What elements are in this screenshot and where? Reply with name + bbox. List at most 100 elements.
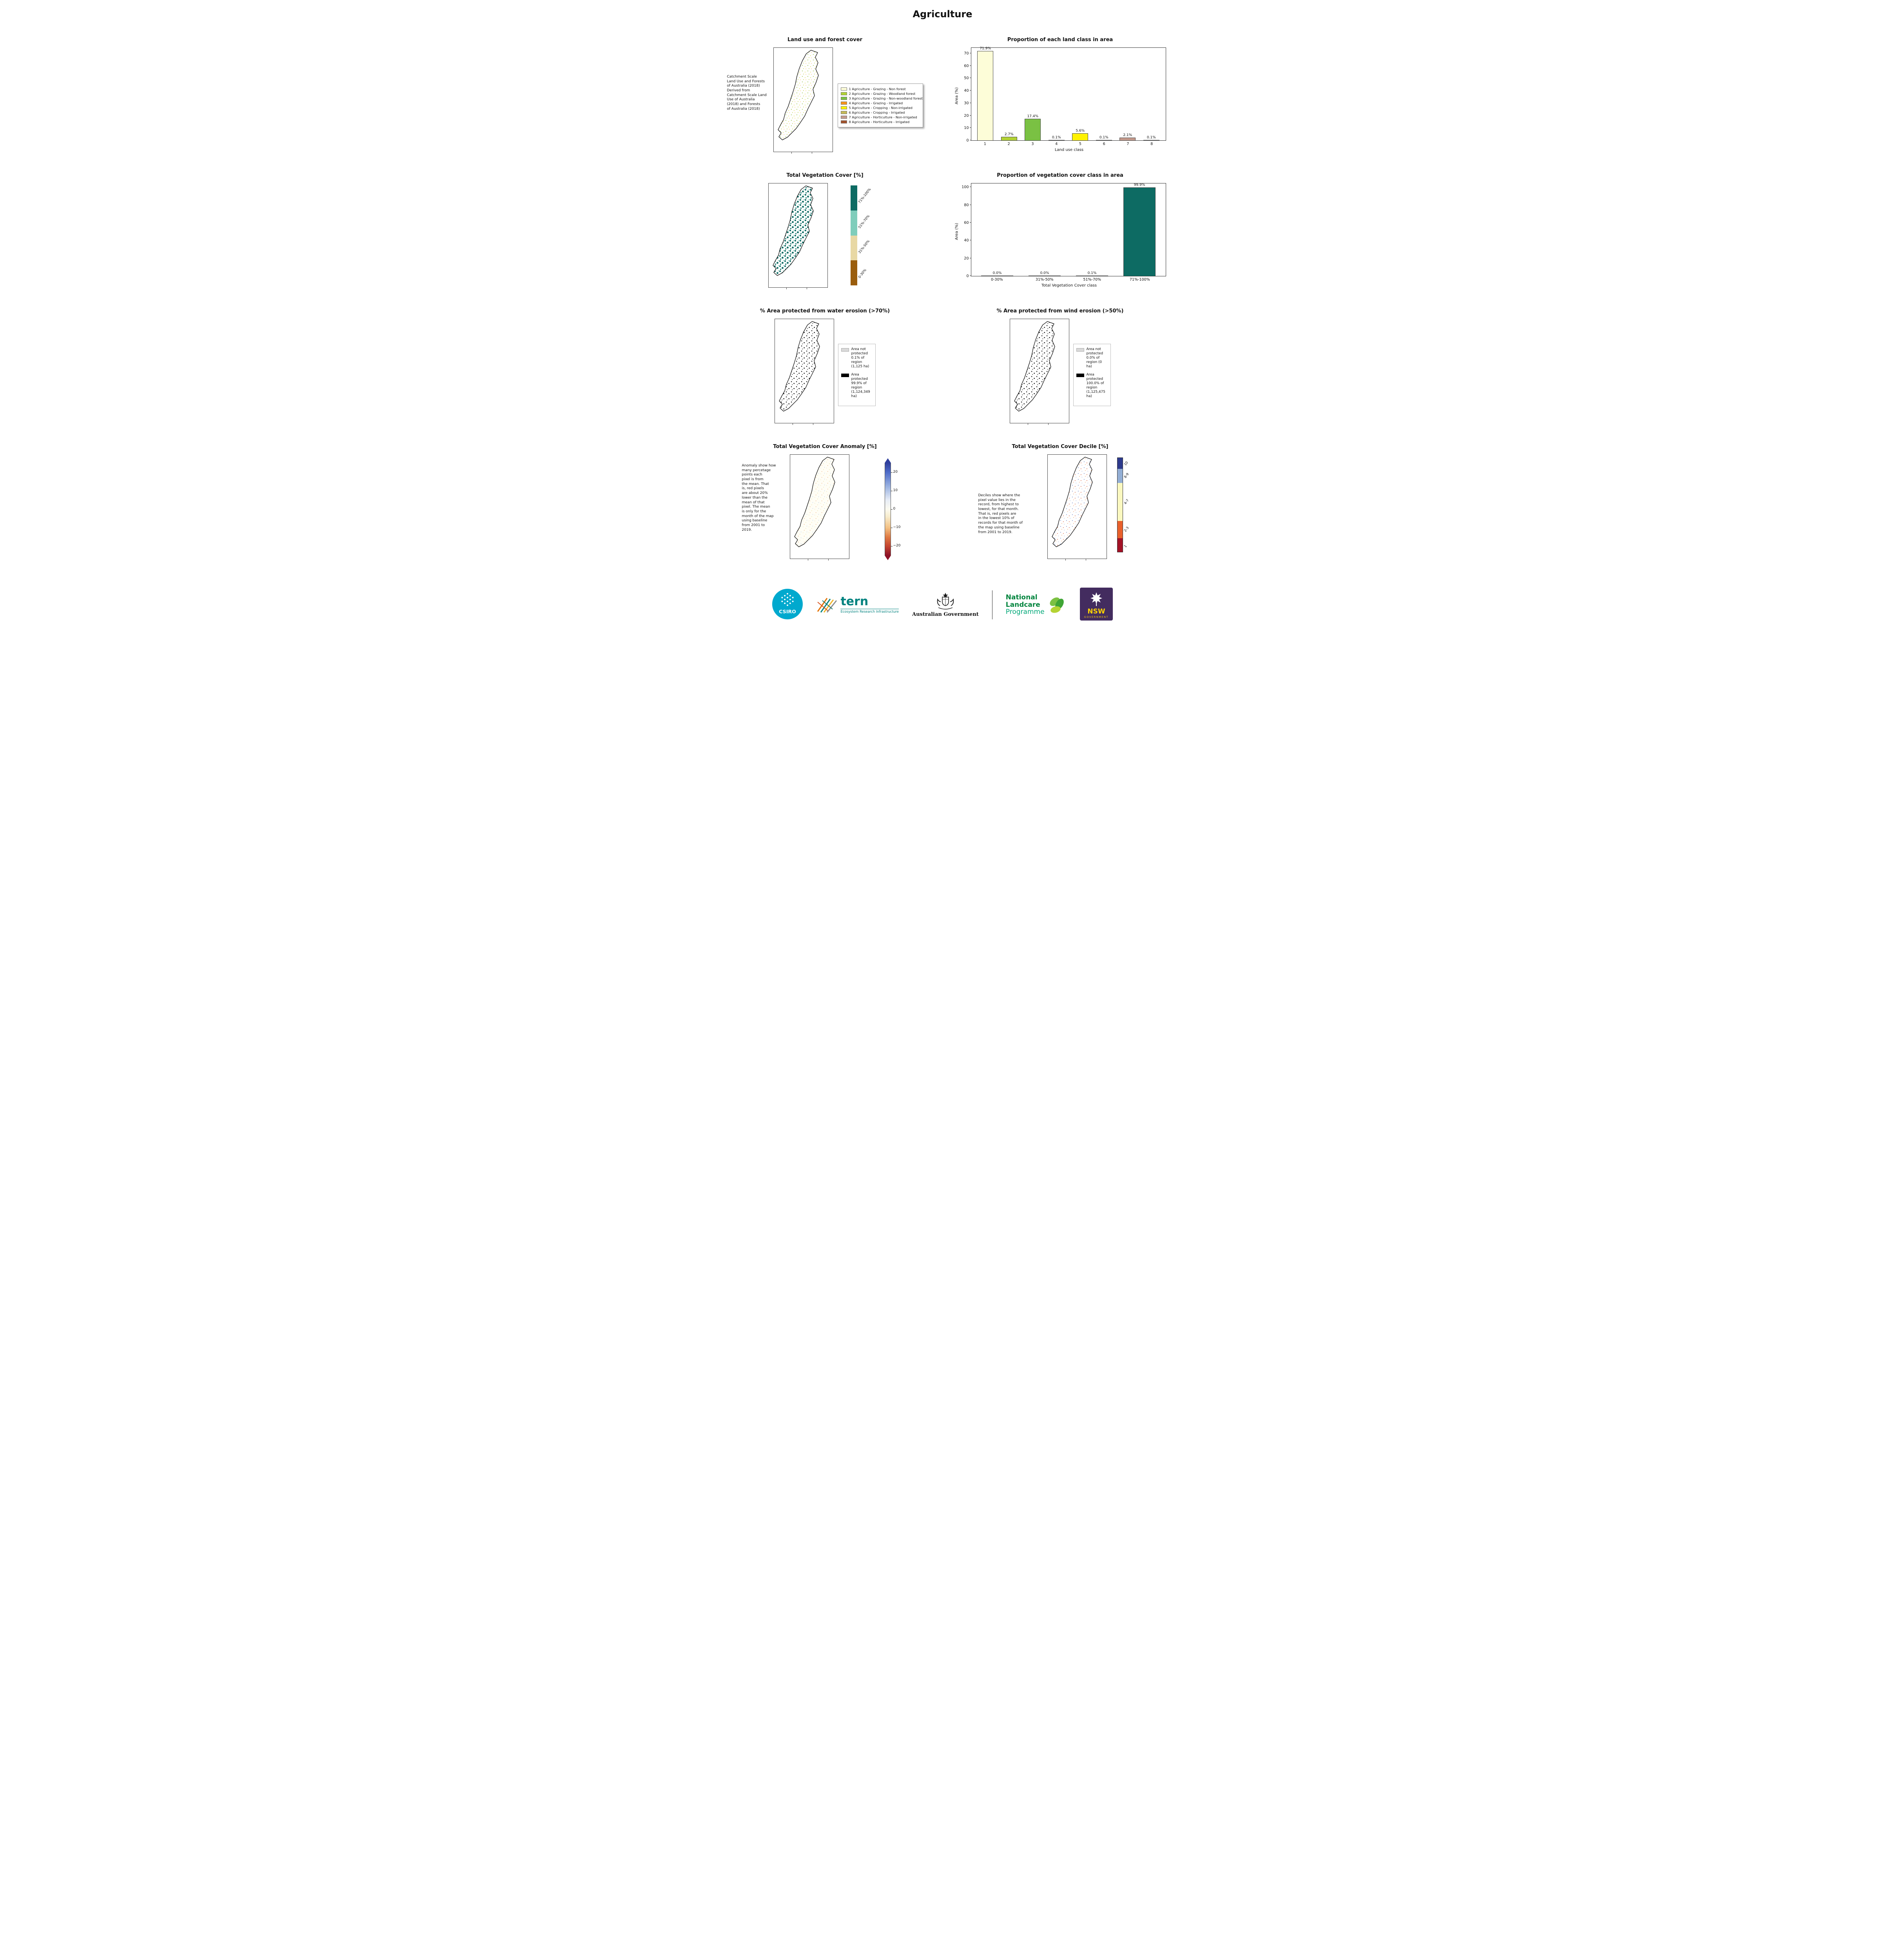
legend-label: 7 Agriculture - Horticulture - Non-irrig… — [849, 115, 917, 119]
colorbar-tick-mark — [891, 472, 893, 473]
catchment-outline — [794, 457, 835, 547]
colorbar-extend-arrow — [884, 458, 891, 463]
bar-value-label: 0.1% — [1147, 136, 1156, 140]
bar — [1123, 187, 1156, 276]
panel-veg-class-chart: Proportion of vegetation cover class in … — [943, 172, 1178, 288]
y-tick-mark — [969, 65, 971, 66]
legend-swatch — [841, 348, 849, 352]
csiro-dot-pattern — [781, 593, 794, 606]
x-tick-labels: 1 2 3 4 5 6 7 8 — [971, 141, 1166, 146]
veg-class-chart-title: Proportion of vegetation cover class in … — [997, 172, 1123, 178]
wind-erosion-map-svg — [1014, 321, 1055, 412]
bars-area: 71.9% 2.7% 17.4% 0.1% 5.6% 0.1% 2.1% 0.1% — [971, 47, 1166, 140]
legend-item: Area not protected 0.0% of region (0 ha) — [1076, 347, 1108, 369]
legend-swatch — [840, 97, 847, 100]
anomaly-note: Anomaly show how many percetage points e… — [742, 464, 776, 532]
legend-label: 2 Agriculture - Grazing - Woodland fores… — [849, 92, 916, 96]
tern-tagline: Ecosystem Research Infrastructure — [840, 609, 899, 614]
land-use-map — [773, 47, 833, 154]
x-tick-label: 5 — [1079, 142, 1081, 146]
catchment-outline — [772, 185, 814, 276]
land-use-source-note: Catchment Scale Land Use and Forests of … — [727, 75, 767, 111]
bars-area: 0.0% 0.0% 0.1% 99.9% — [971, 183, 1166, 276]
legend-item: 4 Agriculture - Grazing - Irrigated — [840, 101, 920, 105]
legend-item: 3 Agriculture - Grazing - Non-woodland f… — [840, 96, 923, 100]
bar-column: 71.9% — [974, 47, 998, 140]
legend-swatch — [840, 106, 847, 109]
y-tick-mark — [969, 115, 971, 116]
legend-label: 8 Agriculture - Horticulture - Irrigated — [849, 120, 910, 124]
x-axis-label: Land use class — [1054, 148, 1084, 152]
water-erosion-map — [774, 319, 834, 425]
legend-item: 1 Agriculture - Grazing - Non forest — [840, 87, 920, 91]
bar-column: 0.1% — [1045, 136, 1069, 140]
y-tick-label: 20 — [964, 113, 969, 118]
colorbar-label: 10 — [1123, 460, 1129, 466]
colorbar-label: 4-7 — [1123, 498, 1130, 505]
bar-value-label: 2.7% — [1004, 132, 1014, 137]
veg-cover-title: Total Vegetation Cover [%] — [786, 172, 864, 178]
panel-water-erosion: % Area protected from water erosion (>70… — [708, 308, 943, 425]
chart-plot-area: 0 20 40 60 80 100 0.0% 0.0% 0.1% 99.9% — [962, 183, 1166, 278]
colorbar-label: 2-3 — [1123, 526, 1130, 533]
bar-value-label: 0.0% — [1040, 271, 1049, 275]
colorbar-segment — [850, 185, 857, 211]
catchment-outline — [778, 321, 820, 412]
legend-swatch — [840, 87, 847, 91]
colorbar-segment — [1117, 469, 1123, 483]
anomaly-map-svg — [794, 457, 835, 547]
legend-swatch — [840, 102, 847, 105]
bar-column: 0.1% — [1092, 136, 1116, 140]
colorbar-segment — [1117, 521, 1123, 538]
bar-column: 0.1% — [1069, 271, 1116, 276]
legend-label: Area protected 100.0% of region (1,125,4… — [1086, 372, 1105, 398]
legend-swatch — [840, 92, 847, 95]
veg-class-bar-chart: Area (%) 0 20 40 60 80 100 0.0% 0.0% 0.1% 99.9% 0-3… — [951, 183, 1170, 288]
legend-label: Area protected 99.9% of region (1,124,34… — [851, 372, 870, 398]
y-tick-label: 10 — [964, 126, 969, 131]
decile-title: Total Vegetation Cover Decile [%] — [1012, 444, 1109, 450]
legend-item: 2 Agriculture - Grazing - Woodland fores… — [840, 92, 920, 96]
anomaly-map — [789, 454, 849, 561]
anomaly-gradient — [884, 463, 891, 555]
legend-label: 6 Agriculture - Cropping - Irrigated — [849, 111, 905, 114]
x-tick-label: 0-30% — [991, 278, 1003, 282]
decile-map — [1047, 454, 1107, 561]
legend-swatch — [840, 120, 847, 123]
colorbar-segment — [1117, 483, 1123, 521]
bar — [1025, 118, 1041, 140]
legend-label: 3 Agriculture - Grazing - Non-woodland f… — [849, 96, 923, 100]
legend-label: Area not protected 0.0% of region (0 ha) — [1086, 347, 1103, 368]
catchment-outline — [1014, 321, 1055, 412]
veg-cover-colorbar: 71%-100% 51%-70% 31%-50% 0-30% — [850, 185, 882, 285]
wind-erosion-map — [1009, 319, 1069, 425]
y-tick-label: 60 — [964, 64, 969, 68]
y-tick-label: 40 — [964, 238, 969, 243]
landcare-line2: Landcare — [1005, 601, 1040, 609]
x-tick-label: 7 — [1127, 142, 1129, 146]
bar-column: 0.0% — [1021, 271, 1069, 276]
colorbar-label: 71%-100% — [857, 187, 872, 205]
tern-logo: tern Ecosystem Research Infrastructure — [816, 596, 899, 614]
colorbar-tick-label: 10 — [893, 488, 898, 492]
land-class-chart-title: Proportion of each land class in area — [1007, 37, 1113, 43]
anomaly-title: Total Vegetation Cover Anomaly [%] — [773, 444, 877, 450]
veg-cover-map — [768, 183, 828, 289]
bar-column: 99.9% — [1116, 183, 1163, 276]
catchment-outline — [1051, 457, 1093, 547]
australian-government-wordmark: Australian Government — [912, 612, 979, 617]
panels-grid: Land use and forest cover Catchment Scal… — [708, 37, 1178, 561]
bar-value-label: 17.4% — [1027, 114, 1039, 118]
y-tick-label: 50 — [964, 76, 969, 81]
y-tick-label: 20 — [964, 256, 969, 261]
australian-government-logo: Australian Government — [912, 592, 979, 617]
panel-veg-cover: Total Vegetation Cover [%] 71%-100% 51%-7… — [708, 172, 943, 289]
colorbar-label: 0-30% — [857, 268, 867, 279]
y-tick-label: 60 — [964, 221, 969, 225]
landcare-leaves-icon — [1049, 597, 1064, 613]
tern-art-icon — [817, 598, 837, 613]
legend-label: 4 Agriculture - Grazing - Irrigated — [849, 101, 903, 105]
colorbar-tick-label: 0 — [893, 507, 896, 511]
colorbar-segment — [850, 260, 857, 285]
legend-item: Area protected 100.0% of region (1,125,4… — [1076, 373, 1108, 399]
